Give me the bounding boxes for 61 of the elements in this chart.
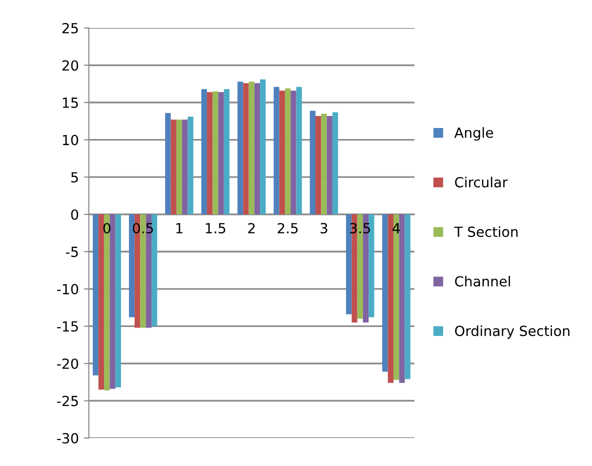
bar: [115, 214, 121, 388]
bar: [382, 214, 388, 372]
y-tick-label: 5: [71, 172, 78, 183]
legend-label: T Section: [454, 226, 518, 238]
bar: [310, 110, 316, 214]
legend-label: Channel: [455, 276, 510, 287]
bar: [92, 214, 98, 376]
bar: [346, 214, 352, 314]
y-tick-label: -15: [57, 321, 78, 332]
bar: [248, 82, 254, 214]
bar: [152, 214, 158, 326]
bar: [237, 82, 244, 214]
x-tick-label: 1.5: [206, 223, 226, 234]
bar: [98, 214, 104, 390]
y-tick-label: -20: [57, 358, 78, 369]
x-tick-label: 3: [320, 222, 328, 234]
bar: [170, 120, 176, 214]
bar: [201, 89, 207, 214]
bar: [110, 214, 116, 389]
y-tick-label: 15: [62, 98, 78, 108]
legend-label: Circular: [455, 176, 508, 188]
bar: [279, 90, 285, 214]
bar: [404, 214, 410, 380]
x-tick-label: 1: [176, 223, 182, 234]
bar: [393, 214, 400, 380]
bar: [284, 88, 291, 214]
bar: [326, 116, 332, 214]
bar: [321, 114, 327, 214]
bar: [104, 214, 110, 390]
bar: [274, 86, 280, 214]
bar: [188, 116, 194, 214]
y-tick-label: 25: [62, 22, 78, 34]
legend-label: Ordinary Section: [455, 325, 570, 339]
x-tick-label: 2: [248, 222, 255, 234]
bar: [260, 79, 266, 214]
bar: [296, 86, 302, 214]
bar: [206, 92, 213, 214]
x-tick-label: 2.5: [278, 222, 298, 234]
bar: [182, 120, 188, 214]
y-tick-label: -30: [57, 433, 78, 444]
bar: [128, 214, 135, 318]
bar: [165, 112, 171, 214]
bar: [224, 89, 230, 214]
bar: [315, 116, 322, 214]
y-tick-label: 0: [71, 209, 78, 220]
y-tick-label: 20: [62, 60, 78, 71]
bar: [254, 83, 260, 214]
bar: [388, 214, 394, 383]
bar: [243, 83, 249, 214]
bar: [212, 91, 218, 214]
legend-label: Angle: [454, 127, 494, 141]
y-tick-label: -5: [66, 246, 78, 258]
bar: [399, 214, 405, 383]
y-tick-label: -25: [57, 396, 78, 406]
bar: [218, 92, 224, 214]
bar: [332, 112, 338, 214]
bar: [176, 120, 182, 214]
bar: [368, 214, 374, 318]
y-tick-label: -10: [57, 284, 78, 294]
bar: [290, 90, 296, 214]
y-tick-label: 10: [62, 134, 78, 146]
